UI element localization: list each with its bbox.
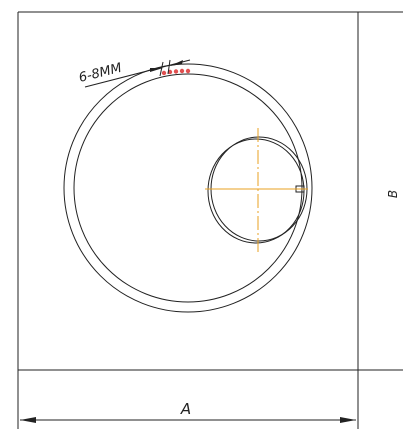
height-label: B (386, 190, 400, 198)
outer-circle (63, 63, 313, 313)
arrow (340, 417, 356, 423)
arrow (170, 60, 183, 66)
tick (159, 61, 164, 77)
width-label: A (180, 400, 191, 418)
leader-line (84, 59, 191, 88)
arrow (20, 417, 36, 423)
tick (167, 59, 171, 75)
inner-circle (73, 73, 303, 303)
arrow (150, 68, 163, 72)
